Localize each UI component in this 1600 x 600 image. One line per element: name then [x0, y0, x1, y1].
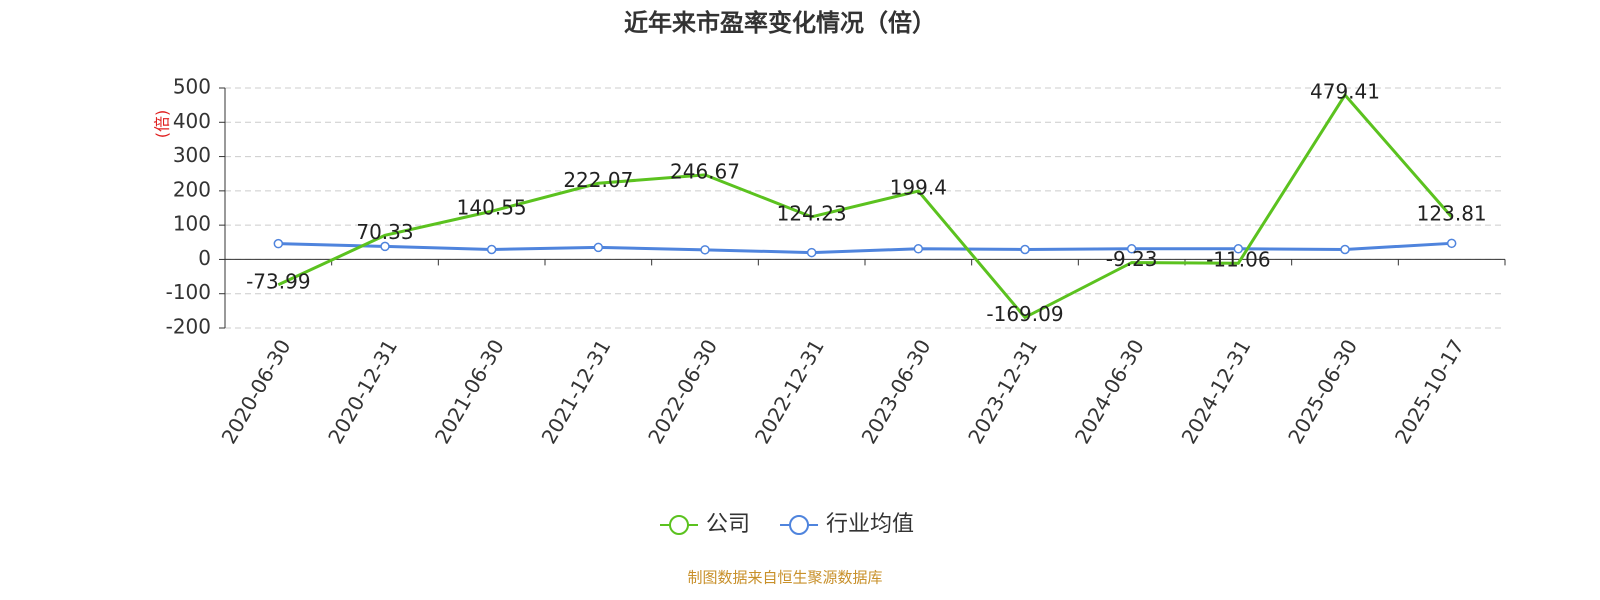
- y-tick-label: 200: [173, 177, 211, 201]
- x-tick-label: 2024-12-31: [1177, 335, 1256, 448]
- legend-item[interactable]: 行业均值: [780, 512, 914, 537]
- point: [593, 242, 604, 253]
- data-label: -169.09: [986, 302, 1063, 326]
- data-label: 70.33: [356, 220, 413, 244]
- y-tick-label: -200: [166, 315, 211, 339]
- data-label: -9.23: [1106, 247, 1158, 271]
- data-label: 140.55: [457, 196, 527, 220]
- point: [806, 247, 817, 258]
- point: [1233, 244, 1244, 254]
- data-label: -11.06: [1206, 248, 1270, 272]
- point: [1446, 238, 1457, 249]
- data-label: -73.99: [246, 269, 310, 293]
- point: [1020, 244, 1030, 255]
- x-tick-label: 2021-06-30: [430, 335, 509, 448]
- data-label: 222.07: [563, 168, 633, 192]
- x-tick-label: 2020-12-31: [323, 335, 402, 448]
- point: [486, 244, 497, 255]
- point: [913, 244, 924, 254]
- data-label: 123.81: [1417, 201, 1487, 225]
- x-tick-label: 2020-06-30: [217, 335, 296, 448]
- x-tick-label: 2024-06-30: [1070, 335, 1149, 448]
- x-tick-label: 2022-12-31: [750, 335, 829, 448]
- x-tick-label: 2025-10-17: [1390, 335, 1469, 448]
- series-line: [278, 241, 1452, 255]
- point: [700, 245, 710, 255]
- point: [1340, 244, 1350, 255]
- x-tick-label: 2023-12-31: [963, 335, 1042, 448]
- y-tick-label: 500: [173, 75, 211, 99]
- y-tick-label: 400: [173, 109, 211, 133]
- point: [380, 241, 390, 252]
- y-axis-label: (倍): [153, 110, 172, 139]
- legend-label: 行业均值: [826, 512, 914, 537]
- data-label: 479.41: [1310, 80, 1380, 104]
- data-label: 199.4: [890, 176, 947, 200]
- y-tick-label: 300: [173, 143, 211, 167]
- data-label: 124.23: [777, 201, 847, 225]
- series-line: [277, 92, 1453, 320]
- point: [273, 238, 284, 249]
- y-tick-label: 100: [173, 212, 211, 236]
- legend-label: 公司: [706, 512, 750, 537]
- source-note: 制图数据来自恒生聚源数据库: [687, 569, 882, 587]
- x-tick-label: 2023-06-30: [857, 335, 936, 448]
- y-tick-label: -100: [166, 280, 211, 304]
- x-tick-label: 2025-06-30: [1283, 335, 1362, 448]
- legend-marker: [669, 515, 689, 535]
- legend-marker: [789, 515, 810, 535]
- x-tick-label: 2021-12-31: [537, 335, 616, 448]
- point: [1126, 244, 1137, 254]
- x-tick-label: 2022-06-30: [643, 335, 722, 448]
- y-tick-label: 0: [198, 246, 211, 270]
- legend-item[interactable]: 公司: [660, 512, 750, 537]
- data-label: 246.67: [670, 159, 740, 183]
- chart-title: 近年来市盈率变化情况（倍）: [624, 9, 936, 37]
